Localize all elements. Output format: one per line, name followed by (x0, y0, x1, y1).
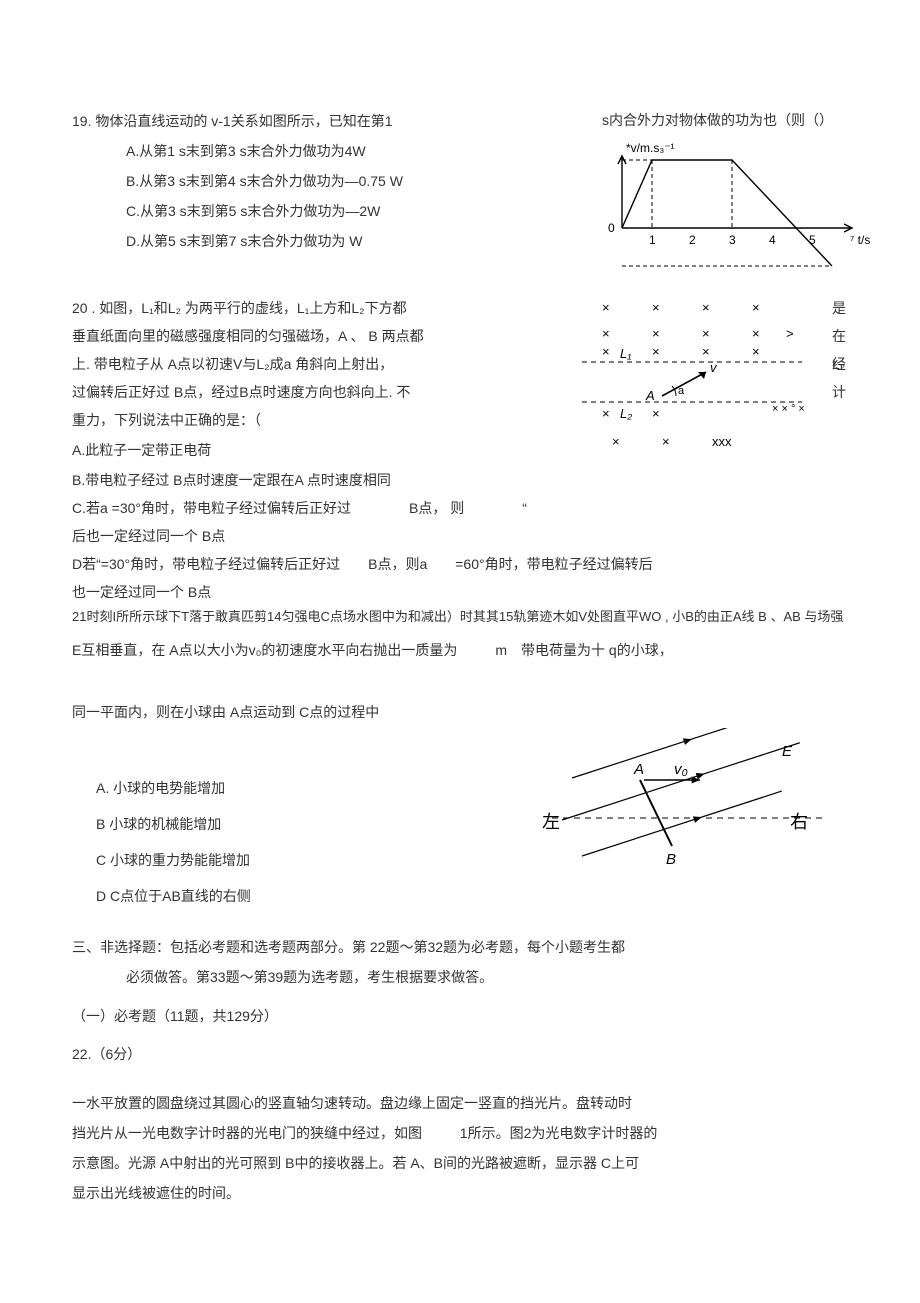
q20-opt-d-2: B点，则a (368, 550, 427, 578)
svg-text:左: 左 (542, 812, 560, 832)
svg-text:右: 右 (790, 812, 808, 832)
q21-line2c: 带电荷量为十 q的小球， (521, 636, 673, 664)
q21: 21时刻I所所示球下T落于敢真匹剪14匀强电C点场水图中为和减出）时其其15轨第… (72, 608, 848, 914)
section3-line2: 必须做答。第33题〜第39题为选考题，考生根据要求做答。 (126, 962, 848, 992)
svg-text:× × ° ×: × × ° × (772, 403, 805, 415)
q19-stem-right: s内合外力对物体做的功为也（则（） (602, 110, 833, 130)
svg-text:A: A (645, 388, 655, 403)
q20: 20 . 如图，L₁和L₂ 为两平行的虚线，L₁上方和L₂下方都 是 垂直纸面向… (72, 294, 848, 606)
svg-text:×: × (652, 300, 660, 315)
q20-field-diagram: ××××××××>L₁××××AvaL₂××× × ° ×××xxx (572, 294, 832, 464)
svg-text:×: × (702, 344, 710, 359)
svg-text:×: × (602, 300, 610, 315)
q20-r4: 计 (832, 378, 846, 406)
q21-line2a: E互相垂直，在 A点以大小为v₀的初速度水平向右抛出一质量为 (72, 636, 457, 664)
q22-p2b: 1所示。图2为光电数字计时器的 (460, 1125, 658, 1141)
q21-figure: A Bv₀ E 左 右 (532, 728, 832, 888)
q20-line2: 垂直纸面向里的磁感强度相同的匀强磁场，A 、 B 两点都 (72, 322, 512, 350)
svg-text:B: B (666, 851, 676, 868)
svg-text:E: E (782, 743, 793, 760)
svg-text:×: × (752, 300, 760, 315)
svg-text:×: × (602, 406, 610, 421)
svg-text:×: × (602, 326, 610, 341)
q21-line2: E互相垂直，在 A点以大小为v₀的初速度水平向右抛出一质量为 m 带电荷量为十 … (72, 636, 848, 664)
page-root: 19. 物体沿直线运动的 v-1关系如图所示，已知在第1 s内合外力对物体做的功… (0, 0, 920, 1288)
q21-dense: 21时刻I所所示球下T落于敢真匹剪14匀强电C点场水图中为和减出）时其其15轨第… (72, 608, 848, 626)
q20-r3: 经 (832, 350, 846, 378)
q20-r1: 是 (832, 294, 846, 322)
q22-body: 一水平放置的圆盘绕过其圆心的竖直轴匀速转动。盘边缘上固定一竖直的挡光片。盘转动时… (72, 1088, 848, 1208)
svg-text:>: > (786, 326, 794, 341)
q22-p1: 一水平放置的圆盘绕过其圆心的竖直轴匀速转动。盘边缘上固定一竖直的挡光片。盘转动时 (72, 1088, 848, 1118)
q22-p3: 示意图。光源 A中射出的光可照到 B中的接收器上。若 A、B间的光路被遮断，显示… (72, 1148, 848, 1178)
q21-line3: 同一平面内，则在小球由 A点运动到 C点的过程中 (72, 698, 848, 726)
svg-text:⁷ t/s: ⁷ t/s (850, 233, 870, 247)
svg-text:×: × (752, 326, 760, 341)
svg-text:L₁: L₁ (620, 346, 631, 361)
q22-p4: 显示出光线被遮住的时间。 (72, 1178, 848, 1208)
svg-text:×: × (702, 326, 710, 341)
svg-text:v₀: v₀ (674, 761, 688, 778)
q20-opt-c: C.若a =30°角时，带电粒子经过偏转后正好过 B点， 则 “ (72, 494, 848, 522)
svg-text:×: × (652, 326, 660, 341)
q19: 19. 物体沿直线运动的 v-1关系如图所示，已知在第1 s内合外力对物体做的功… (72, 110, 848, 254)
svg-text:v: v (710, 360, 718, 375)
section3: 三、非选择题：包括必考题和选考题两部分。第 22题〜第32题为必考题，每个小题考… (72, 932, 848, 992)
q20-opt-c-3: “ (522, 494, 527, 522)
svg-text:×: × (662, 434, 670, 449)
q22-p2: 挡光片从一光电数字计时器的光电门的狭缝中经过，如图 1所示。图2为光电数字计时器… (72, 1118, 848, 1148)
svg-text:2: 2 (689, 233, 696, 247)
svg-text:5: 5 (809, 233, 816, 247)
q21-line2b: m (495, 636, 507, 664)
q20-opt-d-1: D若“=30°角时，带电粒子经过偏转后正好过 (72, 550, 340, 578)
svg-text:xxx: xxx (712, 434, 732, 449)
svg-text:×: × (652, 344, 660, 359)
svg-text:1: 1 (649, 233, 656, 247)
q20-opt-c-1: C.若a =30°角时，带电粒子经过偏转后正好过 (72, 494, 351, 522)
svg-text:×: × (602, 344, 610, 359)
q20-line3: 上. 带电粒子从 A点以初速V与L₂成a 角斜向上射出， (72, 350, 512, 378)
q20-line4: 过偏转后正好过 B点，经过B点时速度方向也斜向上. 不 (72, 378, 512, 406)
q22-head: 22.（6分） (72, 1044, 848, 1064)
svg-text:×: × (652, 406, 660, 421)
q20-opt-d: D若“=30°角时，带电粒子经过偏转后正好过 B点，则a =60°角时，带电粒子… (72, 550, 848, 578)
q20-opt-c-tail: 后也一定经过同一个 B点 (72, 522, 848, 550)
svg-text:L₂: L₂ (620, 406, 632, 421)
svg-text:×: × (702, 300, 710, 315)
q20-line1: 20 . 如图，L₁和L₂ 为两平行的虚线，L₁上方和L₂下方都 (72, 294, 512, 322)
svg-text:3: 3 (729, 233, 736, 247)
svg-text:4: 4 (769, 233, 776, 247)
q20-opt-d-tail: 也一定经过同一个 B点 (72, 578, 848, 606)
q19-chart: *v/m.s₃⁻¹ 0 1 2 3 4 5 ⁷ t/s (592, 138, 872, 278)
svg-text:*v/m.s₃⁻¹: *v/m.s₃⁻¹ (626, 141, 675, 155)
q20-opt-d-3: =60°角时，带电粒子经过偏转后 (455, 550, 652, 578)
svg-text:×: × (752, 344, 760, 359)
svg-text:A: A (633, 761, 644, 778)
q20-opt-b: B.带电粒子经过 B点时速度一定跟在A 点时速度相同 (72, 466, 848, 494)
q20-opt-c-2: B点， 则 (409, 494, 464, 522)
q20-line5: 重力，下列说法中正确的是：（ (72, 406, 512, 434)
q22-p2a: 挡光片从一光电数字计时器的光电门的狭缝中经过，如图 (72, 1125, 422, 1141)
section3-line1: 三、非选择题：包括必考题和选考题两部分。第 22题〜第32题为必考题，每个小题考… (72, 932, 848, 962)
svg-text:×: × (612, 434, 620, 449)
svg-text:0: 0 (608, 221, 615, 235)
section3-sub1: （一）必考题（11题，共129分） (72, 1006, 848, 1026)
svg-text:a: a (678, 385, 685, 397)
